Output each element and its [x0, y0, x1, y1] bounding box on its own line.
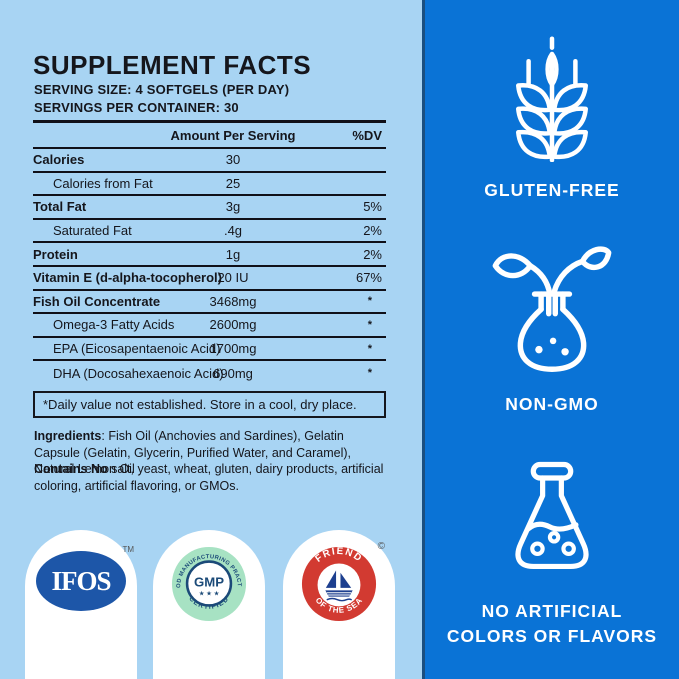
erlenmeyer-flask-icon	[515, 461, 589, 570]
contains-text: salt, yeast, wheat, gluten, dairy produc…	[34, 462, 384, 493]
ingredients-text: : Fish Oil (Anchovies and Sardines), Gel…	[34, 429, 352, 476]
nutrition-table: Amount Per Serving %DV Calories 30 Calor…	[33, 120, 386, 385]
supplement-facts-title: SUPPLEMENT FACTS	[33, 50, 312, 80]
wheat-gluten-free-icon	[516, 36, 588, 162]
gmp-center-text: GMP	[194, 574, 224, 589]
no-artificial-line2: COLORS OR FLAVORS	[446, 626, 658, 647]
ifos-logo: IFOS TM	[36, 545, 134, 679]
gluten-free-label: GLUTEN-FREE	[484, 180, 620, 200]
gmp-certified-badge: GOOD MANUFACTURING PRACTICE CERTIFIED GM…	[170, 545, 248, 679]
table-row-fish-oil-concentrate: Fish Oil Concentrate 3468mg *	[33, 291, 386, 315]
table-row-saturated-fat: Saturated Fat .4g 2%	[33, 220, 386, 244]
table-row-vitamin-e: Vitamin E (d-alpha-tocopherol) 20 IU 67%	[33, 267, 386, 291]
ifos-oval: IFOS	[36, 551, 126, 611]
gmp-badge-icon: GOOD MANUFACTURING PRACTICE CERTIFIED GM…	[170, 545, 247, 622]
supplement-label-panel: SUPPLEMENT FACTS SERVING SIZE: 4 SOFTGEL…	[25, 50, 395, 679]
header-amount-per-serving: Amount Per Serving	[170, 127, 296, 143]
badge-capsule-gmp: GOOD MANUFACTURING PRACTICE CERTIFIED GM…	[153, 530, 265, 679]
table-row-calories-from-fat: Calories from Fat 25	[33, 173, 386, 197]
ingredients-label: Ingredients	[34, 429, 102, 443]
serving-size-text: SERVING SIZE: 4 SOFTGELS (PER DAY)	[34, 82, 290, 97]
ingredients-paragraph: Ingredients: Fish Oil (Anchovies and Sar…	[34, 428, 390, 478]
table-row-dha: DHA (Docosahexaenoic Acid) 690mg *	[53, 365, 372, 381]
friend-of-the-sea-badge: FRIEND OF THE SEA ©	[300, 541, 385, 679]
plant-flask-non-gmo-icon	[492, 246, 612, 372]
servings-per-container-text: SERVINGS PER CONTAINER: 30	[34, 100, 239, 115]
table-row-total-fat: Total Fat 3g 5%	[33, 196, 386, 220]
contains-label: Contains No	[34, 462, 108, 476]
header-dv: %DV	[352, 127, 382, 143]
no-artificial-colors-label: NO ARTIFICIAL COLORS OR FLAVORS	[425, 599, 679, 650]
nutrition-table-header: Amount Per Serving %DV	[33, 123, 386, 149]
no-artificial-line1: NO ARTIFICIAL	[481, 601, 623, 621]
contains-paragraph: Contains No salt, yeast, wheat, gluten, …	[34, 461, 390, 494]
badge-capsule-fots: FRIEND OF THE SEA ©	[283, 530, 395, 679]
table-row-calories: Calories 30	[33, 149, 386, 173]
fots-badge-icon: FRIEND OF THE SEA	[301, 546, 377, 622]
table-row-protein: Protein 1g 2%	[33, 243, 386, 267]
badge-capsule-ifos: IFOS TM	[25, 530, 137, 679]
benefits-panel: GLUTEN-FREE NON-GMO NO ARTIFICIAL	[422, 0, 679, 679]
daily-value-footnote: *Daily value not established. Store in a…	[33, 391, 386, 418]
ifos-tm-mark: TM	[122, 545, 134, 554]
fots-copyright-mark: ©	[377, 541, 385, 552]
non-gmo-label: NON-GMO	[505, 394, 599, 414]
gmp-stars: ★ ★ ★	[199, 591, 220, 598]
table-row-epa: EPA (Eicosapentaenoic Acid) 1700mg *	[33, 338, 386, 362]
table-row-omega3: Omega-3 Fatty Acids 2600mg *	[33, 314, 386, 338]
ifos-logo-text: IFOS	[51, 565, 111, 596]
